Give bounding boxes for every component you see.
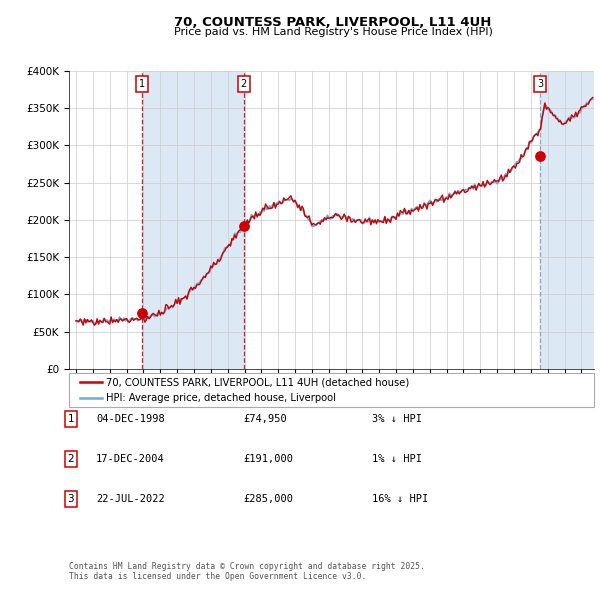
Point: [535, 152, 545, 161]
Text: £191,000: £191,000: [243, 454, 293, 464]
Point: [239, 222, 248, 231]
Text: Contains HM Land Registry data © Crown copyright and database right 2025.
This d: Contains HM Land Registry data © Crown c…: [69, 562, 425, 581]
Text: 1% ↓ HPI: 1% ↓ HPI: [372, 454, 422, 464]
Bar: [142, 71, 244, 369]
Text: 1: 1: [139, 79, 145, 89]
Text: 16% ↓ HPI: 16% ↓ HPI: [372, 494, 428, 504]
Text: 3: 3: [67, 494, 74, 504]
Text: Price paid vs. HM Land Registry's House Price Index (HPI): Price paid vs. HM Land Registry's House …: [173, 27, 493, 37]
Text: £285,000: £285,000: [243, 494, 293, 504]
Text: 04-DEC-1998: 04-DEC-1998: [96, 414, 165, 424]
Text: 1: 1: [67, 414, 74, 424]
Text: 17-DEC-2004: 17-DEC-2004: [96, 454, 165, 464]
Text: HPI: Average price, detached house, Liverpool: HPI: Average price, detached house, Live…: [106, 393, 336, 403]
Bar: [540, 71, 594, 369]
Text: 2: 2: [67, 454, 74, 464]
Text: 2: 2: [241, 79, 247, 89]
Text: 3% ↓ HPI: 3% ↓ HPI: [372, 414, 422, 424]
Text: 22-JUL-2022: 22-JUL-2022: [96, 494, 165, 504]
Text: 3: 3: [537, 79, 543, 89]
Text: 70, COUNTESS PARK, LIVERPOOL, L11 4UH (detached house): 70, COUNTESS PARK, LIVERPOOL, L11 4UH (d…: [106, 377, 409, 387]
Point: [137, 308, 147, 317]
Text: 70, COUNTESS PARK, LIVERPOOL, L11 4UH: 70, COUNTESS PARK, LIVERPOOL, L11 4UH: [175, 16, 491, 29]
Text: £74,950: £74,950: [243, 414, 287, 424]
